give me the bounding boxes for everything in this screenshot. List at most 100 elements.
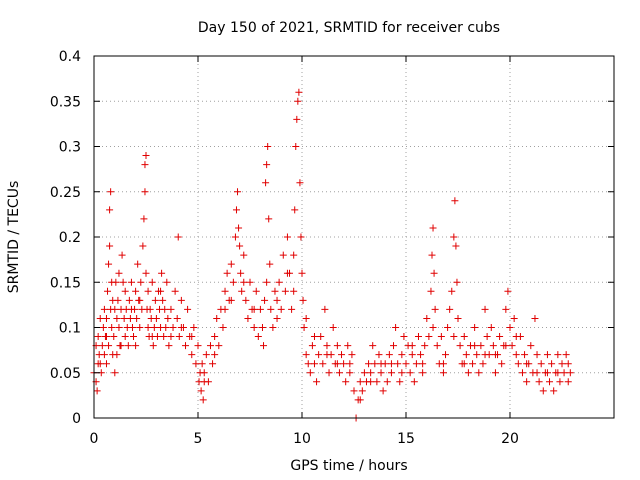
- data-point: [144, 324, 152, 331]
- data-point: [377, 360, 385, 368]
- data-point: [240, 278, 248, 286]
- data-point: [106, 242, 114, 250]
- data-point: [132, 287, 140, 295]
- data-point: [231, 233, 239, 241]
- data-point: [283, 269, 291, 277]
- data-point: [144, 287, 152, 295]
- data-point: [111, 369, 119, 377]
- data-point: [136, 324, 144, 331]
- data-point: [398, 369, 406, 377]
- data-point: [338, 351, 346, 359]
- data-point: [373, 378, 381, 386]
- data-point: [263, 278, 271, 286]
- data-point: [450, 333, 458, 341]
- data-point: [556, 378, 564, 386]
- data-point: [96, 360, 104, 368]
- data-point: [174, 233, 182, 241]
- data-point: [265, 215, 273, 223]
- data-point: [317, 333, 325, 341]
- data-point: [508, 342, 516, 350]
- data-point: [564, 378, 572, 386]
- data-point: [402, 360, 410, 368]
- x-axis-label: GPS time / hours: [290, 458, 407, 474]
- data-point: [310, 360, 318, 368]
- data-point: [157, 287, 165, 295]
- y-tick-label: 0.3: [59, 140, 81, 156]
- data-point: [140, 215, 148, 223]
- data-point: [99, 324, 107, 331]
- data-point: [464, 369, 472, 377]
- data-point: [121, 287, 129, 295]
- data-point: [106, 206, 114, 214]
- data-point: [295, 88, 303, 96]
- data-point: [379, 387, 387, 395]
- data-point: [142, 269, 150, 277]
- data-point: [206, 342, 214, 350]
- data-point: [269, 324, 277, 331]
- data-point: [419, 369, 427, 377]
- data-point: [141, 188, 149, 196]
- data-point: [260, 342, 268, 350]
- data-point: [273, 314, 281, 322]
- data-point: [313, 378, 321, 386]
- data-point: [113, 314, 121, 322]
- data-point: [548, 360, 556, 368]
- data-point: [211, 333, 219, 341]
- data-point: [452, 242, 460, 250]
- data-point: [262, 179, 270, 187]
- data-point: [487, 324, 495, 331]
- data-point: [335, 369, 343, 377]
- data-point: [254, 333, 262, 341]
- data-point: [229, 278, 237, 286]
- data-point: [408, 342, 416, 350]
- data-point: [98, 342, 106, 350]
- data-point: [360, 369, 368, 377]
- data-point: [371, 360, 379, 368]
- data-point: [323, 351, 331, 359]
- data-point: [333, 360, 341, 368]
- data-point: [414, 333, 422, 341]
- data-point: [293, 115, 301, 123]
- data-point: [133, 314, 141, 322]
- data-point: [242, 296, 250, 304]
- data-point: [120, 314, 128, 322]
- data-point: [442, 351, 450, 359]
- data-point: [408, 351, 416, 359]
- data-point: [365, 360, 373, 368]
- data-point: [192, 360, 200, 368]
- data-point: [396, 378, 404, 386]
- data-point: [394, 360, 402, 368]
- data-point: [290, 251, 298, 259]
- data-point: [297, 233, 305, 241]
- data-point: [531, 314, 539, 322]
- data-point: [439, 360, 447, 368]
- data-point: [419, 360, 427, 368]
- data-point: [512, 333, 520, 341]
- data-point: [554, 351, 562, 359]
- data-point: [473, 351, 481, 359]
- data-point: [299, 296, 307, 304]
- data-point: [273, 296, 281, 304]
- data-point: [215, 342, 223, 350]
- data-point: [130, 333, 138, 341]
- chart-title: Day 150 of 2021, SRMTID for receiver cub…: [198, 20, 500, 36]
- data-point: [491, 351, 499, 359]
- data-point: [294, 97, 302, 105]
- data-point: [302, 314, 310, 322]
- data-point: [342, 378, 350, 386]
- data-point: [417, 351, 425, 359]
- data-point: [252, 287, 260, 295]
- data-point: [184, 305, 192, 313]
- data-point: [346, 360, 354, 368]
- data-point: [158, 269, 166, 277]
- data-point: [387, 369, 395, 377]
- data-point: [429, 224, 437, 232]
- data-point: [250, 305, 258, 313]
- data-point: [202, 351, 210, 359]
- data-point: [387, 360, 395, 368]
- data-point: [471, 342, 479, 350]
- x-tick-label: 15: [397, 431, 415, 447]
- data-point: [177, 296, 185, 304]
- data-point: [177, 324, 185, 331]
- data-point: [340, 360, 348, 368]
